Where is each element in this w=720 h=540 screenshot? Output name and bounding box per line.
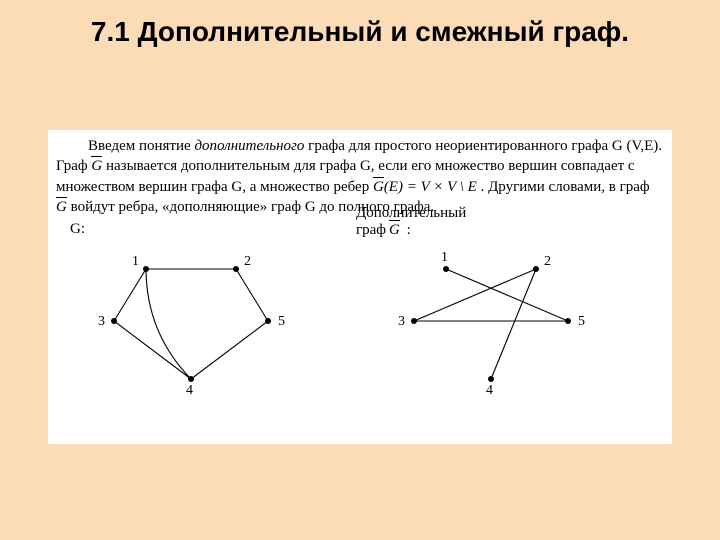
- graph-row: G: 12345 ДополнительныйграфG : 12345: [56, 221, 664, 396]
- graph-node: [533, 266, 539, 272]
- graph-node: [565, 318, 571, 324]
- graph-node-label: 2: [544, 254, 551, 269]
- graph-node-label: 5: [578, 314, 585, 329]
- graph-edge: [114, 269, 146, 321]
- graph-node-label: 4: [486, 383, 493, 394]
- graph-node: [233, 266, 239, 272]
- graph-left-label: G:: [70, 221, 85, 238]
- graph-node-label: 3: [98, 314, 105, 329]
- graph-node: [188, 376, 194, 382]
- graph-right-label: ДополнительныйграфG :: [356, 205, 466, 238]
- graph-edge: [191, 321, 268, 379]
- graph-node-label: 1: [441, 250, 448, 265]
- graph-node: [265, 318, 271, 324]
- graph-node: [488, 376, 494, 382]
- graph-node-label: 5: [278, 314, 285, 329]
- graph-left-svg: 1 2 3 4 5: [56, 239, 356, 394]
- content-box: Введем понятие дополнительного графа для…: [48, 130, 672, 444]
- graph-node: [143, 266, 149, 272]
- graph-right-svg: 1 2 3 4 5: [356, 239, 656, 394]
- graph-node-label: 1: [132, 254, 139, 269]
- graph-edge: [236, 269, 268, 321]
- graph-node-label: 4: [186, 383, 193, 394]
- graph-node-label: 2: [244, 254, 251, 269]
- graph-node-label: 3: [398, 314, 405, 329]
- graph-node: [411, 318, 417, 324]
- graph-right: ДополнительныйграфG : 12345: [356, 221, 656, 396]
- slide-title: 7.1 Дополнительный и смежный граф.: [0, 0, 720, 49]
- graph-node: [111, 318, 117, 324]
- graph-node: [443, 266, 449, 272]
- graph-edge: [114, 321, 191, 379]
- slide: 7.1 Дополнительный и смежный граф. Введе…: [0, 0, 720, 540]
- graph-left: G: 1 2 3 4 5: [56, 221, 356, 396]
- graph-edge: [446, 269, 568, 321]
